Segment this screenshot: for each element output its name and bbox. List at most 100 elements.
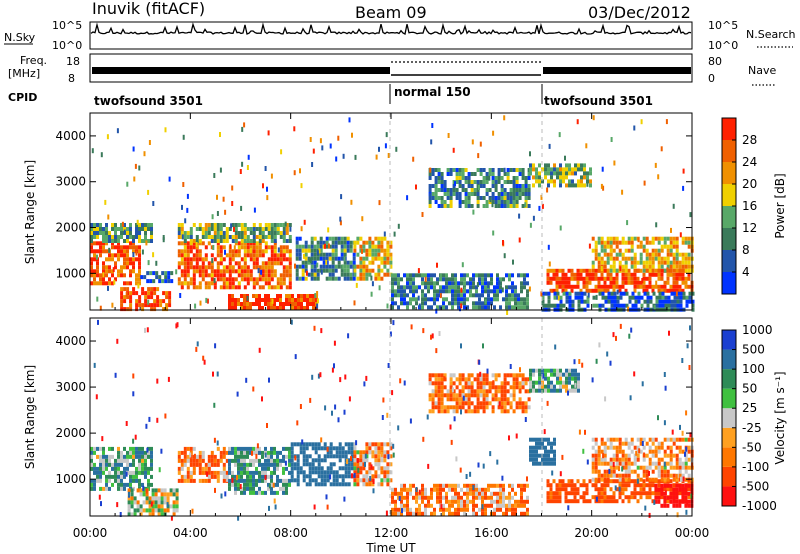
heatmap-cell	[177, 450, 181, 455]
heatmap-cell	[222, 273, 226, 278]
heatmap-cell	[687, 264, 691, 269]
heatmap-cell	[198, 227, 202, 231]
heatmap-scatter-cell	[313, 325, 316, 331]
heatmap-scatter-cell	[324, 243, 326, 249]
heatmap-cell	[455, 168, 459, 172]
heatmap-scatter-cell	[309, 137, 312, 142]
heatmap-cell	[597, 495, 601, 500]
heatmap-cell	[300, 298, 303, 302]
heatmap-cell	[343, 260, 347, 265]
heatmap-cell	[657, 284, 661, 289]
heatmap-cell	[506, 204, 510, 208]
heatmap-cell	[391, 297, 394, 302]
heatmap-cell	[298, 276, 302, 281]
heatmap-cell	[319, 256, 323, 261]
heatmap-cell	[580, 179, 583, 184]
heatmap-cell	[663, 473, 667, 478]
heatmap-cell	[630, 280, 634, 285]
heatmap-cell	[443, 180, 447, 184]
heatmap-cell	[123, 482, 126, 487]
heatmap-cell	[634, 299, 638, 304]
heatmap-cell	[660, 236, 664, 241]
heatmap-cell	[544, 167, 547, 172]
heatmap-scatter-cell	[385, 132, 388, 138]
heatmap-scatter-cell	[403, 380, 406, 386]
heatmap-cell	[448, 281, 451, 286]
heatmap-cell	[189, 462, 193, 467]
heatmap-cell	[311, 466, 315, 471]
heatmap-cell	[102, 446, 105, 451]
heatmap-scatter-cell	[311, 162, 314, 167]
heatmap-cell	[675, 260, 679, 265]
heatmap-cell	[567, 491, 571, 496]
heatmap-cell	[123, 253, 126, 258]
heatmap-cell	[651, 491, 655, 496]
heatmap-scatter-cell	[574, 382, 577, 388]
heatmap-scatter-cell	[546, 187, 549, 193]
heatmap-cell	[532, 437, 535, 442]
heatmap-cell	[524, 192, 528, 196]
heatmap-cell	[403, 285, 406, 290]
heatmap-cell	[126, 295, 130, 300]
heatmap-scatter-cell	[351, 132, 353, 138]
heatmap-cell	[90, 231, 93, 235]
heatmap-scatter-cell	[339, 216, 342, 222]
heatmap-cell	[343, 236, 347, 241]
heatmap-scatter-cell	[461, 262, 464, 268]
heatmap-cell	[505, 495, 508, 500]
heatmap-cell	[285, 227, 289, 231]
heatmap-cell	[657, 445, 661, 450]
heatmap-cell	[294, 302, 297, 306]
heatmap-cell	[684, 252, 688, 257]
heatmap-cell	[515, 188, 519, 192]
heatmap-scatter-cell	[241, 126, 244, 132]
heatmap-cell	[583, 163, 586, 168]
heatmap-cell	[243, 462, 246, 467]
heatmap-cell	[338, 454, 342, 459]
heatmap-scatter-cell	[365, 375, 368, 381]
heatmap-cell	[612, 276, 616, 281]
heatmap-cell	[657, 479, 661, 484]
heatmap-cell	[600, 437, 604, 442]
heatmap-cell	[279, 450, 282, 455]
heatmap-cell	[210, 454, 214, 459]
heatmap-cell	[475, 273, 478, 278]
heatmap-cell	[335, 474, 339, 479]
heatmap-cell	[684, 276, 688, 281]
heatmap-cell	[651, 264, 655, 269]
heatmap-scatter-cell	[378, 146, 380, 152]
heatmap-scatter-cell	[148, 416, 151, 422]
heatmap-cell	[562, 171, 565, 176]
heatmap-cell	[90, 269, 93, 274]
heatmap-cell	[325, 276, 329, 281]
heatmap-cell	[478, 487, 481, 492]
heatmap-cell	[243, 227, 247, 231]
heatmap-cell	[282, 470, 285, 475]
heatmap-cell	[431, 389, 435, 394]
heatmap-cell	[246, 482, 249, 487]
heatmap-cell	[270, 450, 273, 455]
heatmap-cell	[526, 297, 529, 302]
heatmap-cell	[343, 272, 347, 277]
velocity-colorbar-tick-label: 25	[742, 401, 757, 415]
heatmap-scatter-cell	[526, 476, 528, 482]
heatmap-cell	[455, 377, 459, 382]
heatmap-cell	[320, 446, 324, 451]
heatmap-cell	[198, 223, 202, 227]
heatmap-cell	[500, 381, 504, 386]
heatmap-cell	[594, 465, 598, 470]
heatmap-cell	[149, 279, 153, 284]
heatmap-cell	[216, 235, 220, 239]
heatmap-cell	[643, 291, 647, 296]
heatmap-cell	[484, 491, 487, 496]
heatmap-cell	[478, 495, 481, 500]
heatmap-scatter-cell	[258, 347, 261, 353]
heatmap-cell	[657, 272, 661, 277]
heatmap-cell	[544, 453, 547, 458]
heatmap-cell	[609, 465, 613, 470]
heatmap-cell	[353, 240, 357, 245]
heatmap-cell	[317, 466, 321, 471]
heatmap-cell	[547, 384, 550, 389]
heatmap-cell	[389, 454, 393, 459]
heatmap-cell	[568, 372, 571, 377]
